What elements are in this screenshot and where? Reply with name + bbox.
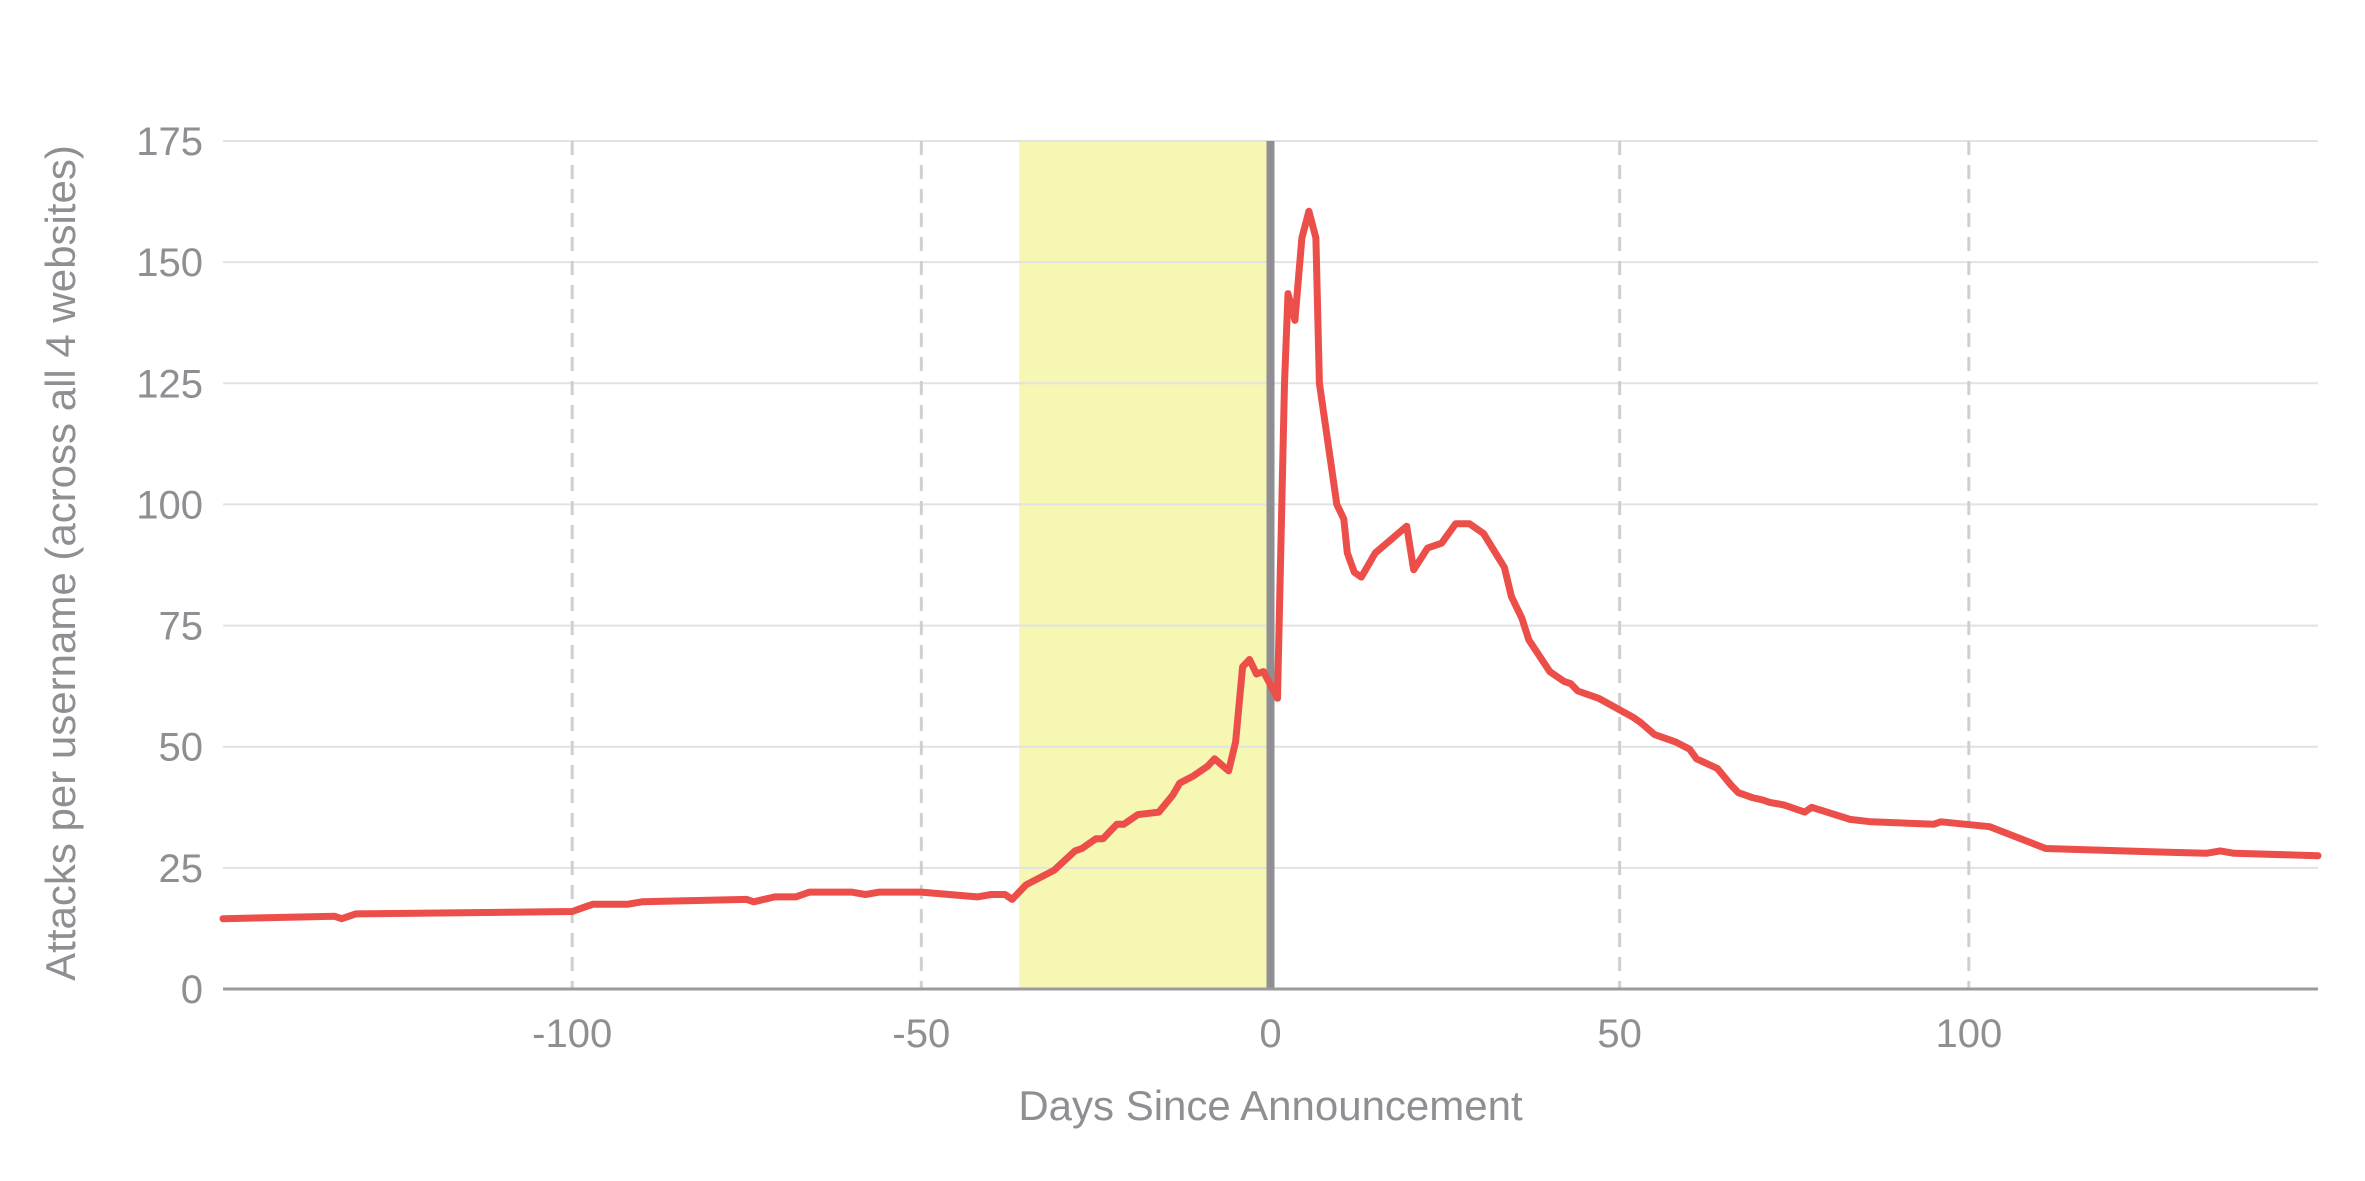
highlight-region	[1019, 141, 1271, 989]
y-tick-label: 125	[136, 362, 203, 406]
y-axis-tick-labels: 0 25 50 75 100 125 150 175	[136, 120, 203, 1012]
y-tick-label: 100	[136, 483, 203, 527]
x-tick-label: -100	[532, 1012, 612, 1056]
y-tick-label: 75	[159, 605, 204, 649]
series-line	[219, 207, 2322, 923]
series-group	[219, 207, 2322, 923]
y-tick-label: 25	[159, 847, 204, 891]
y-tick-label: 150	[136, 241, 203, 285]
x-axis-tick-labels: -100 -50 0 50 100	[532, 1012, 2002, 1056]
y-tick-label: 175	[136, 120, 203, 164]
y-tick-label: 0	[181, 968, 203, 1012]
x-tick-label: 0	[1259, 1012, 1281, 1056]
y-axis-label: Attacks per username (across all 4 websi…	[37, 145, 84, 981]
x-tick-label: 100	[1935, 1012, 2002, 1056]
x-tick-label: -50	[892, 1012, 950, 1056]
x-tick-label: 50	[1597, 1012, 1642, 1056]
y-tick-label: 50	[159, 726, 204, 770]
vertical-gridlines	[570, 141, 1971, 989]
x-axis-label: Days Since Announcement	[1018, 1082, 1523, 1129]
